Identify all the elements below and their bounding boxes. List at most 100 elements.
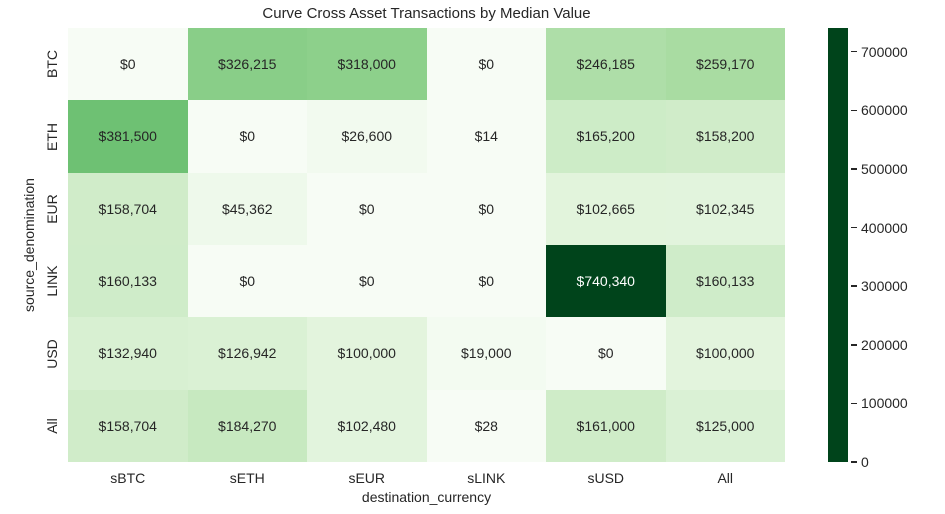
colorbar-tick-label: 500000: [861, 160, 908, 177]
colorbar-tick-label: 700000: [861, 43, 908, 60]
heatmap-cell: $158,704: [68, 172, 188, 245]
cell-value: $158,704: [98, 200, 157, 217]
y-tick-label: BTC: [44, 50, 60, 79]
colorbar-tick-mark: [851, 461, 857, 463]
x-tick-label: sUSD: [587, 470, 625, 486]
cell-value: $125,000: [696, 417, 755, 434]
heatmap-cell: $100,000: [665, 317, 785, 390]
heatmap-cell: $0: [426, 28, 546, 101]
cell-value: $102,665: [576, 200, 635, 217]
x-axis-label: destination_currency: [361, 489, 492, 505]
cell-value: $0: [478, 273, 495, 290]
heatmap-cell: $19,000: [426, 317, 546, 390]
heatmap-cell: $318,000: [307, 28, 427, 101]
heatmap-cell: $160,133: [68, 245, 188, 318]
cell-value: $100,000: [337, 345, 396, 362]
cell-value: $184,270: [218, 417, 277, 434]
colorbar-tick-mark: [851, 344, 857, 346]
cell-value: $26,600: [341, 128, 393, 145]
colorbar-tick-label: 300000: [861, 278, 908, 295]
y-tick-label: ETH: [44, 122, 60, 151]
y-tick-label: EUR: [44, 194, 60, 224]
heatmap-cell: $246,185: [546, 28, 666, 101]
chart-title: Curve Cross Asset Transactions by Median…: [262, 5, 591, 22]
cell-value: $158,200: [696, 128, 755, 145]
cell-value: $102,480: [337, 417, 396, 434]
colorbar-tick-mark: [851, 109, 857, 112]
heatmap-cell: $0: [426, 245, 546, 318]
heatmap-cell: $160,133: [665, 245, 785, 318]
cell-value: $0: [358, 273, 375, 290]
heatmap-cell: $26,600: [307, 100, 427, 173]
x-tick-label: sLINK: [467, 470, 506, 486]
cell-value: $0: [478, 56, 495, 73]
y-tick-label: LINK: [44, 265, 60, 297]
cell-value: $165,200: [576, 128, 635, 145]
heatmap-cell: $28: [426, 389, 546, 462]
cell-value: $158,704: [98, 417, 157, 434]
heatmap-cell: $132,940: [68, 317, 188, 390]
heatmap-cell: $0: [307, 245, 427, 318]
colorbar-tick-label: 0: [861, 454, 869, 470]
cell-value: $381,500: [98, 128, 157, 145]
cell-value: $160,133: [98, 273, 157, 290]
heatmap-cell: $45,362: [187, 172, 307, 245]
heatmap-cell: $0: [546, 317, 666, 390]
heatmap-cell: $102,480: [307, 389, 427, 462]
heatmap-cell: $740,340: [546, 245, 666, 318]
cell-value: $246,185: [576, 56, 635, 73]
cell-value: $160,133: [696, 273, 755, 290]
cell-value: $740,340: [576, 273, 635, 290]
heatmap-cell: $158,200: [665, 100, 785, 173]
y-axis-label: source_denomination: [21, 178, 37, 312]
x-tick-label: sEUR: [348, 470, 386, 486]
x-tick-label: All: [717, 470, 734, 486]
cell-value: $318,000: [337, 56, 396, 73]
heatmap-cell: $158,704: [68, 389, 188, 462]
heatmap-cell: $161,000: [546, 389, 666, 462]
colorbar-tick-mark: [851, 285, 857, 287]
cell-value: $0: [358, 200, 375, 217]
heatmap-cell: $0: [68, 28, 188, 101]
heatmap-cell: $102,345: [665, 172, 785, 245]
colorbar-tick-label: 200000: [861, 336, 908, 353]
heatmap-cell: $102,665: [546, 172, 666, 245]
heatmap-cell: $0: [187, 245, 307, 318]
colorbar-tick-mark: [851, 50, 857, 53]
x-tick-label: sBTC: [110, 470, 146, 486]
colorbar-tick-mark: [851, 226, 857, 229]
heatmap-cell: $126,942: [187, 317, 307, 390]
heatmap-cell: $14: [426, 100, 546, 173]
colorbar-tick-label: 600000: [861, 102, 908, 119]
colorbar-tick-mark: [851, 402, 857, 405]
heatmap-cell: $381,500: [68, 100, 188, 173]
cell-value: $161,000: [576, 417, 635, 434]
cell-value: $45,362: [221, 200, 273, 217]
colorbar: [828, 28, 848, 462]
y-tick-label: USD: [44, 338, 60, 369]
cell-value: $100,000: [696, 345, 755, 362]
colorbar-tick-label: 400000: [861, 219, 908, 236]
heatmap-cell: $0: [426, 172, 546, 245]
heatmap-cell: $0: [307, 172, 427, 245]
cell-value: $0: [597, 345, 614, 362]
cell-value: $259,170: [696, 56, 755, 73]
cell-value: $326,215: [218, 56, 277, 73]
cell-value: $0: [239, 128, 256, 145]
cell-value: $0: [478, 200, 495, 217]
cell-value: $0: [119, 56, 136, 73]
cell-value: $102,345: [696, 200, 755, 217]
cell-value: $14: [474, 128, 498, 145]
cell-value: $132,940: [98, 345, 157, 362]
cell-value: $126,942: [218, 345, 277, 362]
cell-value: $0: [239, 273, 256, 290]
heatmap-cell: $184,270: [187, 389, 307, 462]
heatmap-cell: $165,200: [546, 100, 666, 173]
heatmap-cell: $326,215: [187, 28, 307, 101]
colorbar-tick-mark: [851, 168, 857, 170]
heatmap-cell: $0: [187, 100, 307, 173]
colorbar-tick-label: 100000: [861, 395, 908, 412]
x-tick-label: sETH: [229, 470, 265, 486]
cell-value: $19,000: [460, 345, 512, 362]
